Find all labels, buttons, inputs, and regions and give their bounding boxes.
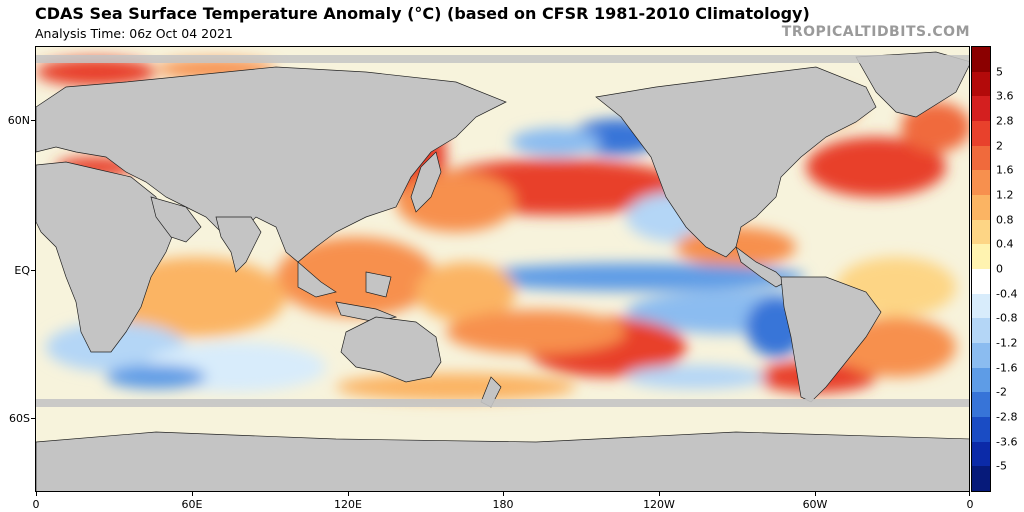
colorbar-segment <box>972 71 990 97</box>
colorbar <box>971 46 991 492</box>
site-brand[interactable]: TROPICALTIDBITS.COM <box>781 24 970 40</box>
colorbar-label: 0 <box>996 262 1003 276</box>
colorbar-label: 5 <box>996 65 1003 79</box>
colorbar-label: 1.2 <box>996 188 1014 202</box>
lon-label-180: 180 <box>492 498 514 511</box>
lon-tick <box>815 492 816 496</box>
colorbar-label: -0.8 <box>996 311 1018 325</box>
colorbar-segment <box>972 441 990 467</box>
lon-tick <box>503 492 504 496</box>
lon-tick <box>348 492 349 496</box>
colorbar-label: -2.8 <box>996 410 1018 424</box>
lat-label-60n: 60N <box>7 114 30 127</box>
colorbar-label: -0.4 <box>996 287 1018 301</box>
colorbar-segment <box>972 318 990 344</box>
chart-title: CDAS Sea Surface Temperature Anomaly (°C… <box>35 4 810 23</box>
lon-label-60e: 60E <box>181 498 203 511</box>
lat-label-60s: 60S <box>9 412 30 425</box>
lon-label-0-west: 0 <box>32 498 40 511</box>
sea-ice <box>36 55 969 407</box>
lon-tick <box>659 492 660 496</box>
colorbar-label: 0.4 <box>996 237 1014 251</box>
lat-tick <box>31 418 35 419</box>
sst-anomaly-map <box>35 46 970 492</box>
colorbar-segment <box>972 343 990 369</box>
land-masses <box>36 51 969 491</box>
analysis-time: Analysis Time: 06z Oct 04 2021 <box>35 26 233 41</box>
colorbar-segment <box>972 466 990 492</box>
colorbar-segment <box>972 96 990 122</box>
lon-tick <box>192 492 193 496</box>
colorbar-label: -3.6 <box>996 435 1018 449</box>
colorbar-segment <box>972 47 990 73</box>
colorbar-label: -1.2 <box>996 336 1018 350</box>
map-svg <box>36 47 969 491</box>
colorbar-segment <box>972 367 990 393</box>
lat-label-eq: EQ <box>14 264 30 277</box>
lon-label-0-east: 0 <box>966 498 974 511</box>
lon-label-60w: 60W <box>802 498 828 511</box>
lon-label-120e: 120E <box>334 498 362 511</box>
colorbar-segment <box>972 219 990 245</box>
lat-tick <box>31 120 35 121</box>
colorbar-segment <box>972 293 990 319</box>
colorbar-segment <box>972 121 990 147</box>
colorbar-label: -1.6 <box>996 361 1018 375</box>
colorbar-segment <box>972 392 990 418</box>
colorbar-segment <box>972 170 990 196</box>
colorbar-segment <box>972 269 990 295</box>
lon-tick <box>36 492 37 496</box>
colorbar-label: 2.8 <box>996 114 1014 128</box>
colorbar-label: -2 <box>996 385 1007 399</box>
colorbar-segment <box>972 195 990 221</box>
colorbar-label: 0.8 <box>996 213 1014 227</box>
colorbar-label: 2 <box>996 139 1003 153</box>
colorbar-label: 3.6 <box>996 89 1014 103</box>
colorbar-segment <box>972 145 990 171</box>
lat-tick <box>31 270 35 271</box>
colorbar-segment <box>972 417 990 443</box>
lon-label-120w: 120W <box>643 498 675 511</box>
anomaly-field <box>36 58 969 401</box>
lon-tick <box>969 492 970 496</box>
colorbar-segment <box>972 244 990 270</box>
colorbar-label: -5 <box>996 459 1007 473</box>
colorbar-label: 1.6 <box>996 163 1014 177</box>
